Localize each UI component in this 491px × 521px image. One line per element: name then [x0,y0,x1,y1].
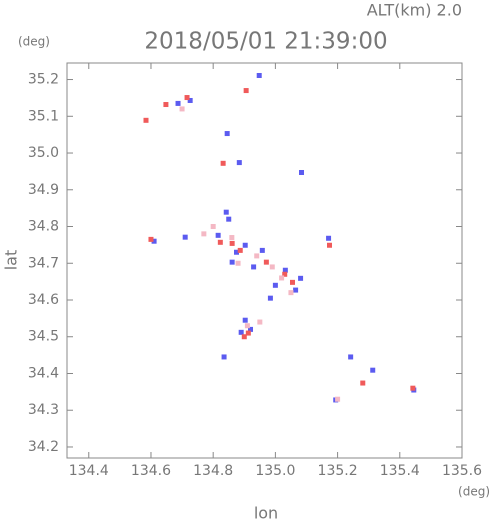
x-tick-label: 135.0 [255,463,295,479]
echo-point [224,131,230,137]
echo-point [234,249,240,255]
echo-point [289,279,295,285]
echo-point [187,97,193,103]
echo-point [217,239,223,245]
echo-point [241,334,247,340]
echo-point [282,271,288,277]
echo-point [236,160,242,166]
y-unit: (deg) [18,35,50,49]
echo-point [259,247,265,253]
echo-point [229,259,235,265]
x-axis-label: lon [254,504,278,521]
echo-point [327,242,333,248]
echo-point [269,264,275,270]
echo-point [288,290,294,296]
echo-point [410,385,416,391]
echo-point [221,354,227,360]
y-tick-label: 34.8 [28,219,59,235]
y-tick-label: 34.5 [28,329,59,345]
echo-point [210,224,216,230]
echo-point [293,287,299,293]
echo-point [326,235,332,241]
x-tick-label: 135.2 [318,463,358,479]
echo-point [229,235,235,241]
echo-point [263,259,269,265]
y-axis-label: lat [2,250,21,271]
x-tick-label: 134.8 [193,463,233,479]
echo-point [223,209,229,215]
y-tick-label: 35.2 [28,72,59,88]
echo-point [237,247,243,253]
y-tick-label: 34.2 [28,439,59,455]
echo-point [243,88,249,94]
echo-point [238,329,244,335]
echo-point [244,323,250,329]
echo-point [267,295,273,301]
echo-point [272,282,278,288]
echo-point [175,100,181,106]
echo-point [215,232,221,238]
echo-point [182,234,188,240]
altitude-label: ALT(km) 2.0 [367,1,462,20]
echo-point [248,326,254,332]
echo-point [226,216,232,222]
echo-point [201,231,207,237]
echo-point [257,319,263,325]
y-tick-label: 34.7 [28,255,59,271]
x-tick-label: 135.4 [380,463,420,479]
echo-point [229,240,235,246]
echo-point [348,354,354,360]
echo-point [298,275,304,281]
echo-point [299,169,305,175]
x-tick-label: 134.4 [69,463,109,479]
echo-point [242,317,248,323]
echo-point [256,72,262,78]
echo-point [360,380,366,386]
chart-title: 2018/05/01 21:39:00 [144,29,387,55]
echo-point [251,264,257,270]
echo-point [151,238,157,244]
echo-point [279,275,285,281]
y-tick-label: 34.4 [28,365,59,381]
y-tick-label: 35.1 [28,108,59,124]
echo-point [282,267,288,273]
echo-point [143,117,149,123]
y-tick-label: 34.3 [28,402,59,418]
echo-point [254,253,260,259]
y-tick-label: 34.6 [28,292,59,308]
plot-frame [66,62,463,459]
echo-point [370,367,376,373]
echo-point [242,242,248,248]
x-tick-label: 134.6 [131,463,171,479]
y-tick-label: 34.9 [28,182,59,198]
echo-point [184,95,190,101]
echo-point [179,106,185,112]
x-tick-label: 135.6 [442,463,482,479]
y-tick-label: 35.0 [28,145,59,161]
echo-point [163,102,169,108]
echo-point [235,260,241,266]
echo-point [220,160,226,166]
x-unit: (deg) [458,485,490,499]
echo-point [245,330,251,336]
echo-point [335,396,341,402]
echo-point [148,236,154,242]
